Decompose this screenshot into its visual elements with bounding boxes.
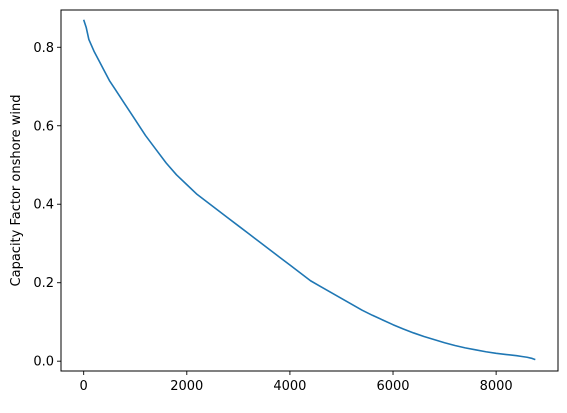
series-layer [82,19,536,361]
plot-area [61,10,558,371]
y-tick-label: 0.4 [33,198,54,213]
y-tick-label: 0.2 [33,276,54,291]
x-tick-label: 4000 [273,379,306,394]
y-tick-label: 0.6 [33,119,54,134]
y-axis: 0.0 0.2 0.4 0.6 0.8 [33,41,61,370]
y-tick-label: 0.8 [33,41,54,56]
x-tick-label: 0 [80,379,88,394]
x-tick-label: 8000 [480,379,513,394]
series-line-0 [82,19,536,361]
plot-frame [60,9,559,372]
y-tick-label: 0.0 [33,355,54,370]
x-tick-label: 6000 [376,379,409,394]
y-axis-label: Capacity Factor onshore wind [9,95,24,287]
x-tick-label: 2000 [170,379,203,394]
x-axis: 0 2000 4000 6000 8000 [80,371,513,394]
